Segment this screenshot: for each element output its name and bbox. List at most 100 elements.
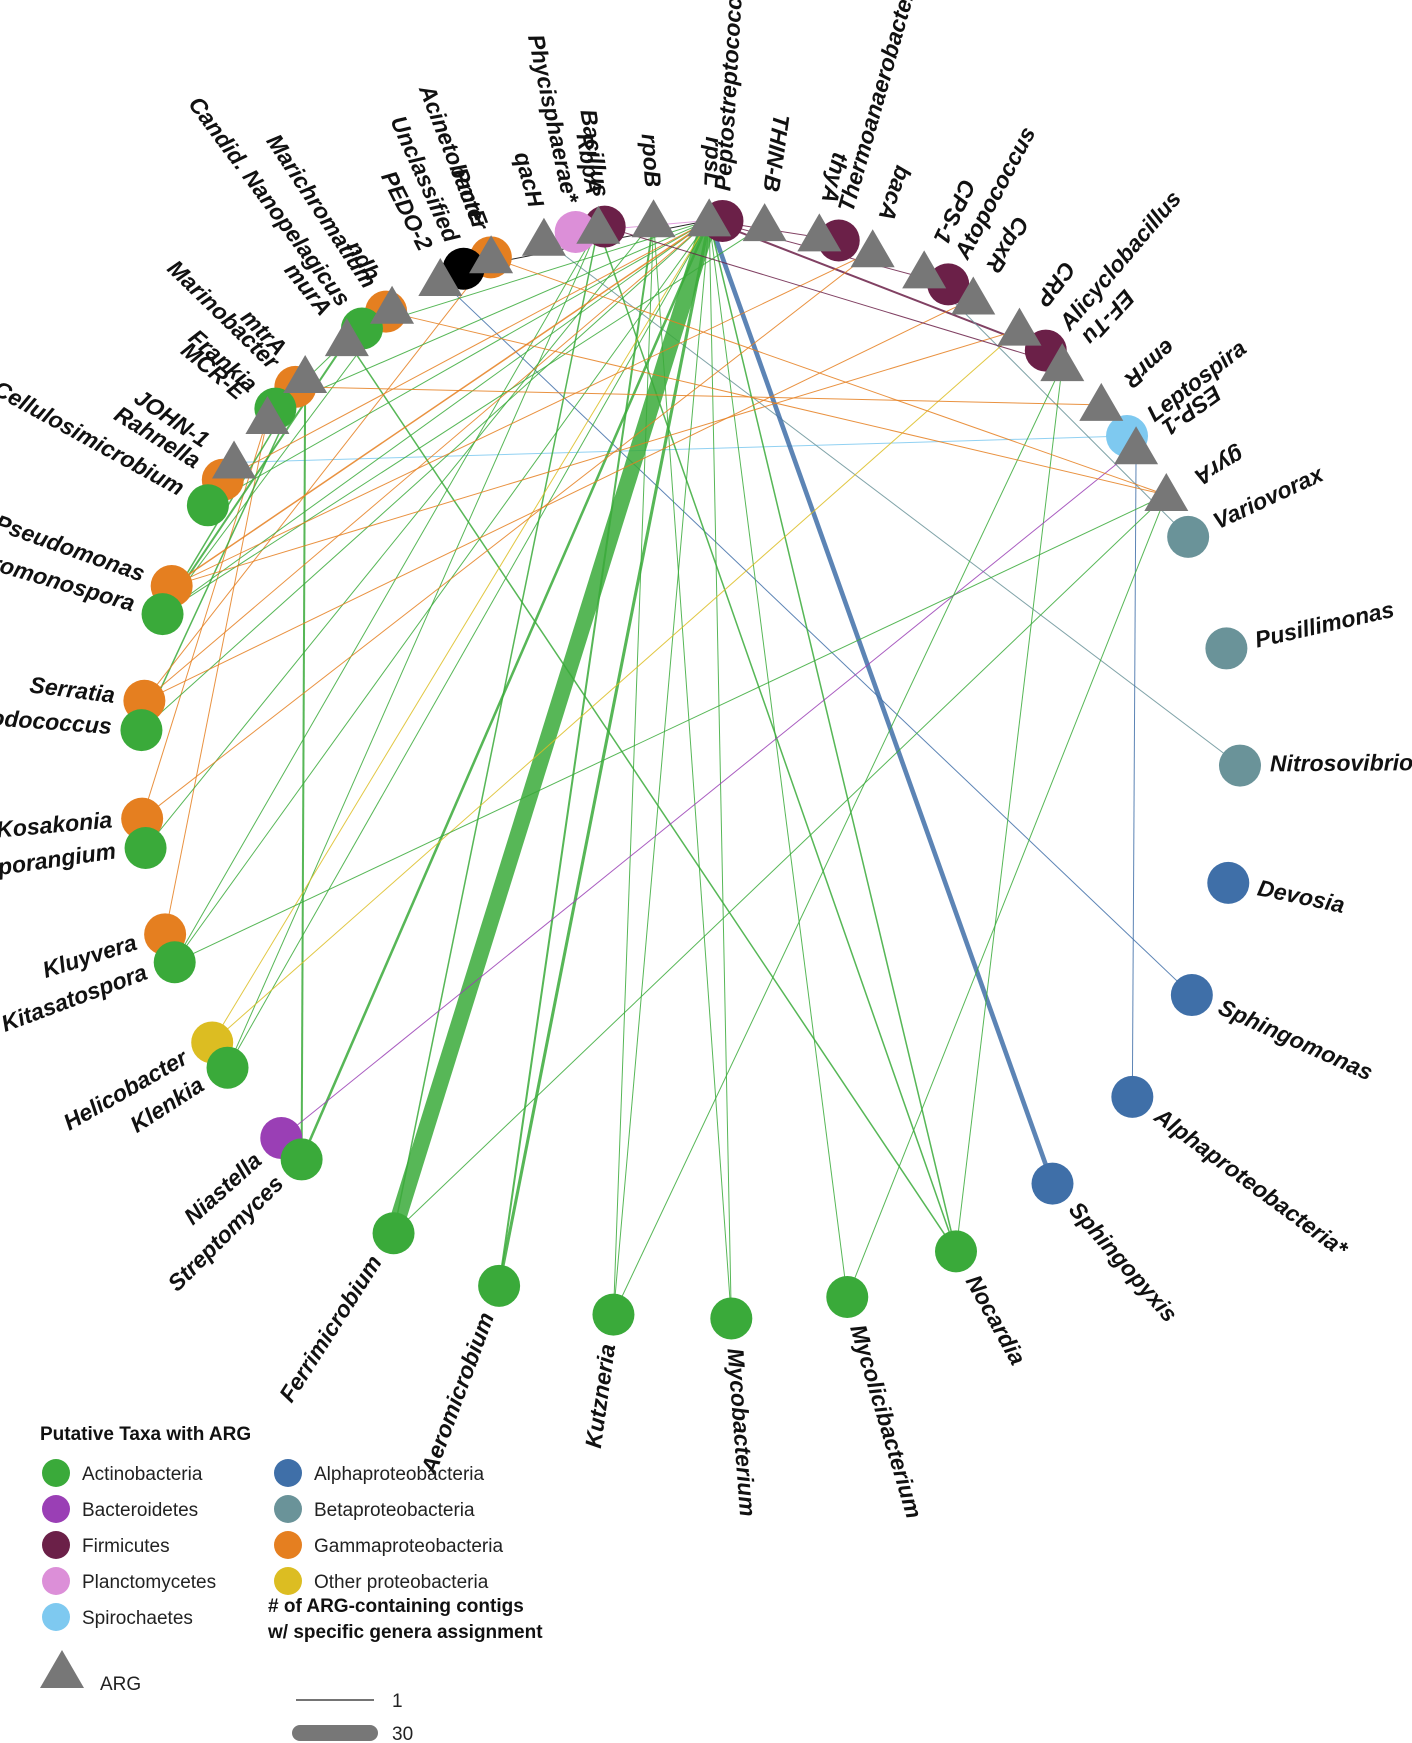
edge-crp-helicobacter [211,329,1020,1043]
taxon-node-sphingopyxis [1031,1162,1074,1205]
edge-qach-nitrosovibrio [543,239,1241,766]
edge-rpob-kutzneria [612,221,655,1315]
legend-swatch-spirochaetes [42,1603,70,1631]
edge-gyra-marichromatium [386,311,1167,496]
taxon-node-cellulosimicrobium [186,484,229,527]
legend: Putative Taxa with ARG Actinobacteria Bac… [40,1424,543,1743]
edge-rpsl-cellulosimicrobium [207,219,710,506]
edge-rpsl-pseudomonas [171,219,710,587]
taxon-node-klenkia [206,1046,249,1089]
taxon-label-aeromicrobium: Aeromicrobium [415,1309,499,1478]
legend-swatch-other-proteobacteria [274,1567,302,1595]
arg-label-rpob: rpoB [637,133,666,188]
legend-groups-right: Alphaproteobacteria Betaproteobacteria Gam… [274,1459,503,1595]
legend-swatch-planctomycetes [42,1567,70,1595]
taxon-node-kutzneria [592,1293,635,1336]
legend-label-spirochaetes: Spirochaetes [82,1608,193,1629]
edge-john-1-leptospira [234,435,1128,463]
arg-label-thin-b: THIN-B [758,113,794,194]
arg-triangle-icon [40,1650,84,1688]
taxon-node-ferrimicrobium [372,1212,415,1255]
legend-label-gammaproteobacteria: Gammaproteobacteria [314,1536,503,1557]
edge-rpsl-kutzneria [612,220,710,1315]
taxon-label-pusillimonas: Pusillimonas [1252,596,1396,653]
edge-rpob-intrasporangium [145,220,654,849]
arg-node-esp-1 [1114,426,1159,465]
taxon-label-nitrosovibrio: Nitrosovibrio [1270,749,1412,776]
edge-rpsl-streptomyces [300,219,711,1160]
legend-swatch-gammaproteobacteria [274,1531,302,1559]
legend-label-betaproteobacteria: Betaproteobacteria [314,1500,475,1521]
taxon-node-streptomyces [280,1138,323,1181]
taxon-node-variovorax [1167,515,1210,558]
legend-label-other-proteobacteria: Other proteobacteria [314,1572,489,1593]
edge-rpsl-ferrimicrobium [385,217,717,1236]
edge-rpsl-mycobacterium [708,220,732,1319]
taxon-label-mycobacterium: Mycobacterium [723,1347,762,1517]
edge-crp-pseudomonas [171,329,1020,587]
edge-rpsl-nocardia [708,220,957,1252]
legend-swatch-alphaproteobacteria [274,1459,302,1487]
taxon-node-alphaproteobacteria [1111,1075,1154,1118]
edge-layer [140,217,1241,1319]
taxon-node-intrasporangium [124,827,167,870]
edge-rpsl-frankia [275,219,710,410]
arg-node-rpob [631,199,676,238]
arg-node-john-1 [212,440,257,479]
taxon-label-mycolicibacterium: Mycolicibacterium [845,1322,927,1522]
arg-node-qach [521,217,566,256]
arg-label-rpsl: rpsL [699,136,727,187]
arg-node-mura [324,318,369,357]
edge-rpob-mycobacterium [653,221,732,1319]
taxon-label-nocardia: Nocardia [961,1270,1031,1369]
taxon-label-kosakonia: Kosakonia [0,806,113,842]
taxon-node-pusillimonas [1205,627,1248,670]
legend-width-title-line1: # of ARG-containing contigs [268,1596,524,1617]
edge-gyra-ferrimicrobium [393,494,1167,1234]
edge-ndh-saccharomonospora [162,307,393,615]
edge-rbpa-ferrimicrobium [392,227,600,1234]
arg-node-baca [850,229,895,268]
edge-rpsl-serratia [144,219,710,702]
arg-node-thin-b [742,203,787,242]
arg-label-qach: qacH [509,149,549,211]
legend-arg-label: ARG [100,1674,141,1695]
taxon-node-unclassified [442,247,485,290]
edge-mcr-e-kosakonia [141,417,268,819]
edge-cpxr-serratia [144,298,974,702]
legend-swatch-betaproteobacteria [274,1495,302,1523]
legend-label-bacteroidetes: Bacteroidetes [82,1500,198,1521]
legend-swatch-bacteroidetes [42,1495,70,1523]
edge-rpsl-aeromicrobium [497,220,711,1287]
edge-ef-tu-bacillus [604,226,1063,366]
taxon-label-alphaproteobacteria: Alphaproteobacteria* [1149,1102,1353,1262]
arg-node-cpxr [951,276,996,315]
edge-baca-kosakonia [141,250,873,820]
taxon-node-mycobacterium [710,1297,753,1340]
legend-width-title-line2: w/ specific genera assignment [267,1622,543,1643]
arg-node-pedo-2 [418,257,463,296]
arg-node-crp [997,307,1042,346]
legend-title: Putative Taxa with ARG [40,1424,251,1445]
arg-node-rbpa [576,205,621,244]
edge-esp-1-niastella [280,447,1137,1139]
taxon-node-aeromicrobium [478,1264,521,1307]
taxon-label-intrasporangium: Intrasporangium [0,837,117,888]
arg-label-gyra: gyrA [1190,442,1249,491]
edge-rbpa-kitasatospora [174,227,599,963]
taxon-node-sphingomonas [1170,974,1213,1017]
edge-rpsl-klenkia [227,220,710,1068]
edge-mcr-e-kluyvera [164,417,268,935]
taxon-label-ferrimicrobium: Ferrimicrobium [274,1250,387,1406]
taxon-node-nocardia [934,1230,977,1273]
arg-node-gyra [1144,473,1189,511]
legend-label-actinobacteria: Actinobacteria [82,1464,203,1485]
edge-rpsl-mycolicibacterium [708,220,848,1298]
taxon-node-kitasatospora [153,941,196,984]
edge-baca-pseudomonas [171,250,873,587]
edge-cps-1-variovorax [923,271,1189,538]
taxon-label-sphingomonas: Sphingomonas [1215,994,1377,1086]
taxon-node-saccharomonospora [141,593,184,636]
arg-node-ndh [370,285,415,324]
edge-esp-1-alphaproteobacteria [1131,448,1137,1097]
